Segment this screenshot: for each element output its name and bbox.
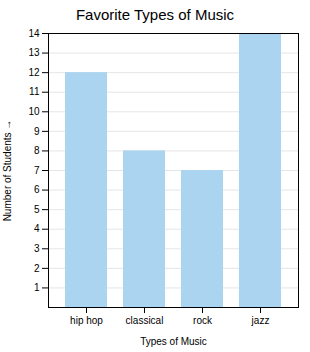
svg-text:3: 3 [34, 243, 40, 254]
html-text:Favorite Types of Music: Favorite Types of Music [75, 6, 235, 23]
svg-text:9: 9 [34, 126, 40, 137]
svg-text:8: 8 [34, 145, 40, 156]
svg-text:4: 4 [34, 223, 40, 234]
svg-text:hip hop: hip hop [70, 315, 103, 326]
svg-text:rock: rock [193, 315, 213, 326]
svg-text:Number of Students →: Number of Students → [2, 120, 13, 222]
svg-text:jazz: jazz [251, 315, 270, 326]
svg-text:6: 6 [34, 184, 40, 195]
svg-text:14: 14 [28, 28, 40, 39]
svg-text:7: 7 [34, 165, 40, 176]
svg-text:13: 13 [28, 47, 40, 58]
svg-text:10: 10 [28, 106, 40, 117]
svg-text:2: 2 [34, 263, 40, 274]
svg-text:12: 12 [28, 67, 40, 78]
svg-text:Types of Music: Types of Music [140, 336, 207, 347]
svg-text:5: 5 [34, 204, 40, 215]
svg-text:1: 1 [34, 282, 40, 293]
svg-text:classical: classical [126, 315, 164, 326]
svg-text:11: 11 [29, 86, 40, 97]
